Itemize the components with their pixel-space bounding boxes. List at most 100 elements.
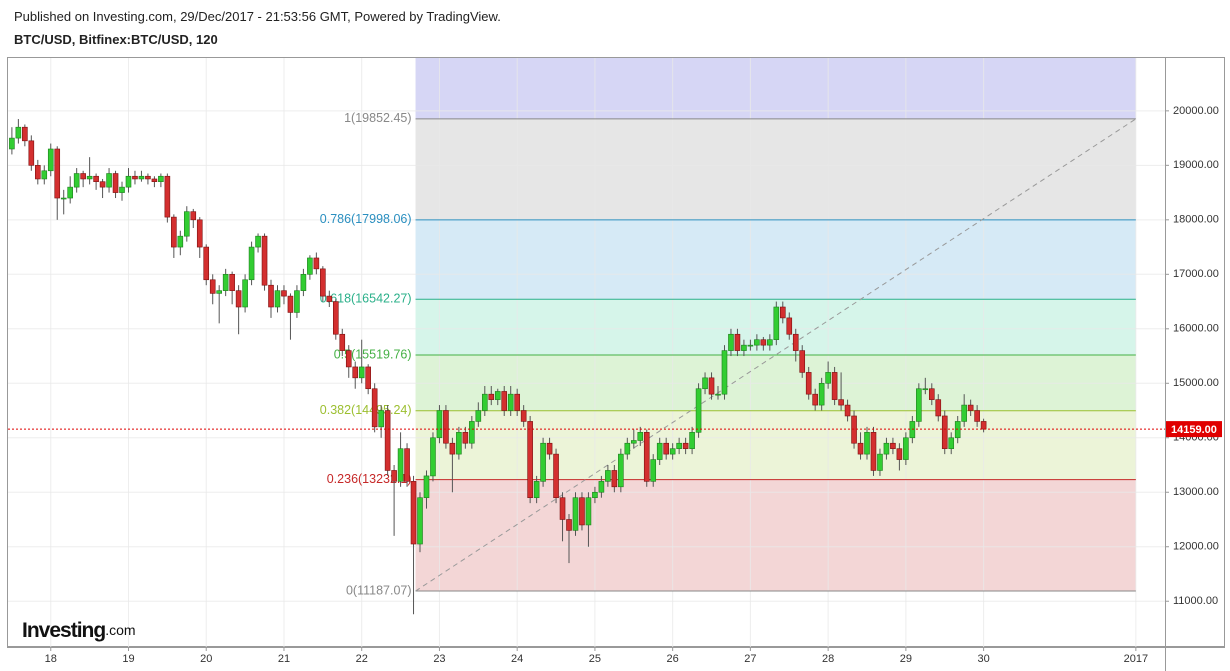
candle-body: [268, 284, 274, 308]
candle-body: [922, 388, 929, 391]
candle-body: [138, 175, 145, 180]
candle-body: [222, 274, 229, 291]
candle-body: [890, 442, 896, 449]
fib-label: 0(11187.07): [346, 583, 412, 597]
candle-body: [190, 211, 197, 221]
candle-body: [332, 301, 339, 335]
fib-label: 0.382(14495.24): [320, 403, 412, 417]
candle-body: [857, 442, 864, 455]
candle-body: [443, 410, 449, 444]
candle-body: [15, 126, 22, 139]
candle-body: [741, 344, 747, 351]
candle-body: [579, 497, 585, 526]
candle-body: [611, 470, 618, 488]
candle-body: [352, 366, 359, 379]
y-tick-label: 19000.00: [1173, 159, 1219, 171]
candle-body: [767, 339, 773, 346]
x-tick-label: 23: [433, 653, 445, 665]
fib-label: 0.618(16542.27): [320, 292, 412, 306]
candle-body: [93, 175, 99, 182]
x-tick-label: 30: [977, 653, 989, 665]
fib-label: 0.5(15519.76): [334, 347, 412, 361]
candle-body: [151, 178, 158, 182]
candle-body: [546, 442, 553, 455]
fib-band: [415, 118, 1136, 220]
candle-body: [572, 497, 579, 531]
candle-body: [715, 393, 721, 396]
x-tick-label: 22: [356, 653, 368, 665]
x-tick-label: 29: [900, 653, 912, 665]
candle-body: [676, 442, 682, 449]
candle-body: [818, 382, 825, 406]
candle-body: [728, 333, 734, 351]
x-tick-label: 26: [667, 653, 679, 665]
candle-body: [22, 126, 28, 142]
candle-body: [196, 219, 203, 248]
candle-body: [682, 442, 689, 449]
candle-body: [145, 175, 151, 180]
logo-name: Investing: [22, 619, 105, 642]
candle-body: [248, 246, 255, 281]
candle-body: [805, 372, 812, 395]
plot-frame: [7, 57, 1225, 647]
candle-body: [974, 410, 980, 422]
y-tick-label: 12000.00: [1173, 541, 1219, 553]
candle-body: [754, 339, 760, 346]
candle-body: [158, 175, 164, 182]
candle-body: [566, 519, 572, 531]
x-tick-label: 20: [200, 653, 212, 665]
candle-body: [391, 470, 397, 482]
candle-body: [261, 235, 268, 286]
candle-body: [287, 295, 294, 313]
candle-body: [533, 481, 540, 499]
candle-body: [941, 415, 948, 449]
candle-body: [844, 404, 851, 417]
candle-body: [708, 377, 715, 395]
candle-body: [410, 481, 417, 545]
candle-body: [812, 393, 818, 406]
candle-body: [80, 173, 86, 180]
x-tick-label: 2017: [1124, 653, 1148, 665]
candle-body: [540, 442, 546, 482]
last-price-label: 14159.00: [1171, 424, 1217, 436]
fib-label: 0.236(13232.1): [327, 472, 412, 486]
candle-body: [605, 470, 611, 482]
candle-body: [132, 175, 138, 180]
candle-body: [598, 481, 605, 493]
candle-body: [643, 432, 650, 482]
candle-body: [747, 344, 754, 347]
candle-body: [786, 317, 793, 335]
fib-label: 1(19852.45): [344, 111, 411, 125]
logo-suffix: .com: [105, 622, 135, 638]
fib-band: [415, 410, 1136, 480]
candle-body: [481, 393, 488, 411]
candle-body: [948, 437, 955, 449]
x-tick-label: 27: [744, 653, 756, 665]
candle-body: [961, 404, 967, 422]
candle-body: [870, 432, 877, 471]
candle-body: [345, 350, 352, 368]
candle-body: [67, 186, 73, 199]
candle-body: [585, 497, 592, 526]
candle-body: [825, 372, 831, 384]
candle-body: [41, 170, 48, 180]
plot-layer: 1(19852.45) 0.786(17998.06) 0.618(16542.27…: [8, 58, 1165, 651]
candle-body: [397, 448, 404, 482]
candle-body: [514, 393, 520, 411]
x-tick-label: 18: [45, 653, 57, 665]
y-tick-label: 18000.00: [1173, 214, 1219, 226]
candle-body: [326, 295, 333, 302]
candle-body: [60, 197, 67, 200]
candle-body: [624, 442, 631, 455]
candle-body: [358, 366, 365, 379]
fib-label: 0.786(17998.06): [320, 212, 412, 226]
candle-body: [430, 437, 436, 477]
candle-body: [274, 290, 281, 308]
candle-body: [702, 377, 708, 390]
candle-body: [903, 437, 909, 460]
candle-body: [313, 257, 320, 270]
candle-body: [695, 388, 702, 433]
candle-body: [896, 448, 903, 460]
logo: Investing.com: [22, 619, 136, 642]
candle-body: [404, 448, 410, 482]
